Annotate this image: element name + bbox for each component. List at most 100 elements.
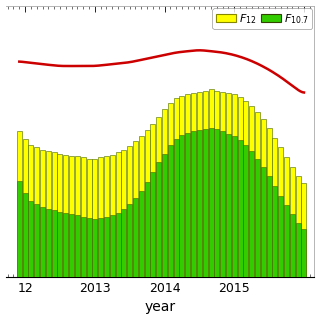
Bar — [296, 223, 301, 277]
Bar — [23, 193, 28, 277]
Bar — [237, 97, 243, 277]
Bar — [296, 176, 301, 277]
Bar — [197, 92, 202, 277]
Bar — [69, 156, 74, 277]
Bar — [261, 119, 266, 277]
Bar — [110, 215, 115, 277]
Bar — [301, 183, 307, 277]
Bar — [86, 159, 92, 277]
Bar — [232, 94, 237, 277]
Bar — [52, 210, 57, 277]
Bar — [23, 139, 28, 277]
Bar — [174, 98, 179, 277]
Bar — [81, 157, 86, 277]
Bar — [209, 90, 213, 277]
Bar — [185, 94, 190, 277]
Bar — [34, 204, 39, 277]
Bar — [156, 116, 161, 277]
Bar — [121, 150, 126, 277]
Bar — [162, 154, 167, 277]
Bar — [232, 136, 237, 277]
X-axis label: year: year — [144, 300, 176, 315]
Bar — [46, 151, 51, 277]
Bar — [261, 167, 266, 277]
Bar — [301, 229, 307, 277]
Bar — [46, 209, 51, 277]
Bar — [40, 150, 45, 277]
Bar — [17, 132, 22, 277]
Bar — [133, 198, 138, 277]
Legend: $F_{12}$, $F_{10.7}$: $F_{12}$, $F_{10.7}$ — [212, 8, 312, 29]
Bar — [180, 135, 184, 277]
Bar — [150, 172, 156, 277]
Bar — [244, 100, 248, 277]
Bar — [139, 191, 144, 277]
Bar — [63, 155, 68, 277]
Bar — [57, 154, 62, 277]
Bar — [150, 124, 156, 277]
Bar — [249, 106, 254, 277]
Bar — [98, 157, 103, 277]
Bar — [278, 196, 283, 277]
Bar — [226, 93, 231, 277]
Bar — [272, 138, 277, 277]
Bar — [220, 132, 225, 277]
Bar — [127, 204, 132, 277]
Bar — [28, 201, 33, 277]
Bar — [191, 93, 196, 277]
Bar — [127, 146, 132, 277]
Bar — [139, 136, 144, 277]
Bar — [220, 92, 225, 277]
Bar — [174, 139, 179, 277]
Bar — [34, 148, 39, 277]
Bar — [191, 132, 196, 277]
Bar — [104, 156, 109, 277]
Bar — [17, 181, 22, 277]
Bar — [168, 145, 173, 277]
Bar — [28, 145, 33, 277]
Bar — [63, 213, 68, 277]
Bar — [255, 112, 260, 277]
Bar — [145, 130, 150, 277]
Bar — [284, 157, 289, 277]
Bar — [116, 152, 121, 277]
Bar — [168, 103, 173, 277]
Bar — [75, 156, 80, 277]
Bar — [237, 140, 243, 277]
Bar — [98, 218, 103, 277]
Bar — [284, 205, 289, 277]
Bar — [156, 162, 161, 277]
Bar — [162, 109, 167, 277]
Bar — [116, 213, 121, 277]
Bar — [110, 155, 115, 277]
Bar — [133, 141, 138, 277]
Bar — [214, 129, 219, 277]
Bar — [255, 159, 260, 277]
Bar — [278, 148, 283, 277]
Bar — [92, 159, 97, 277]
Bar — [226, 134, 231, 277]
Bar — [92, 219, 97, 277]
Bar — [244, 145, 248, 277]
Bar — [267, 176, 272, 277]
Bar — [81, 217, 86, 277]
Bar — [203, 129, 208, 277]
Bar — [40, 207, 45, 277]
Bar — [75, 215, 80, 277]
Bar — [197, 130, 202, 277]
Bar — [272, 186, 277, 277]
Bar — [121, 209, 126, 277]
Bar — [86, 218, 92, 277]
Bar — [209, 128, 213, 277]
Bar — [203, 91, 208, 277]
Bar — [145, 182, 150, 277]
Bar — [69, 214, 74, 277]
Bar — [52, 152, 57, 277]
Bar — [57, 212, 62, 277]
Bar — [180, 96, 184, 277]
Bar — [267, 128, 272, 277]
Bar — [290, 214, 295, 277]
Bar — [185, 133, 190, 277]
Bar — [104, 217, 109, 277]
Bar — [290, 167, 295, 277]
